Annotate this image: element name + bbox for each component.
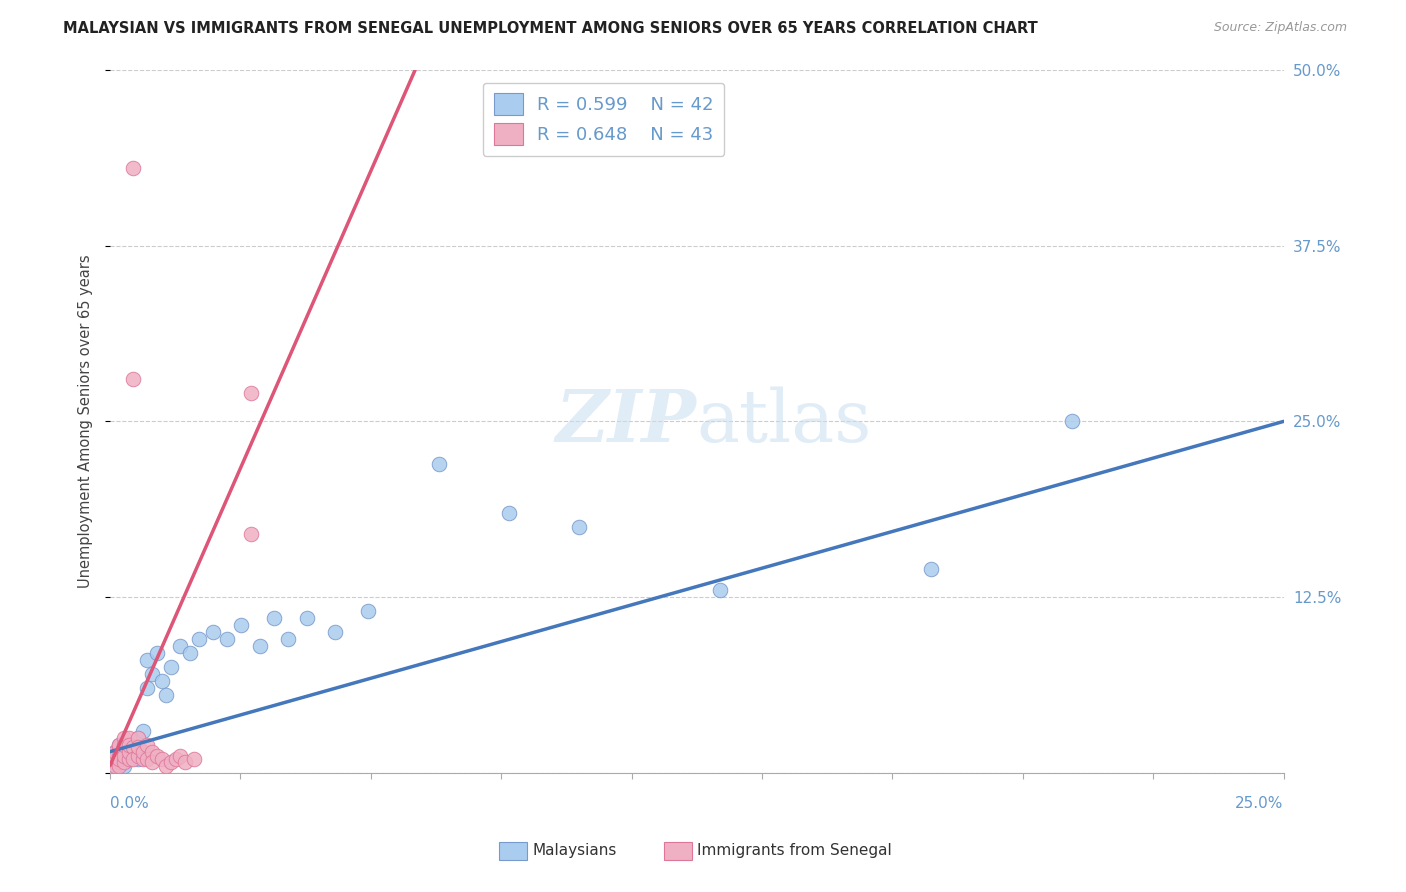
Point [169, 748, 191, 763]
Point [249, 640, 271, 654]
Point [122, 161, 145, 176]
Point [136, 738, 159, 752]
Point [118, 740, 141, 755]
Point [323, 625, 346, 640]
Point [921, 562, 943, 576]
Point [118, 752, 141, 766]
Point [155, 758, 177, 772]
Point [132, 723, 155, 738]
Text: Source: ZipAtlas.com: Source: ZipAtlas.com [1213, 21, 1347, 34]
Text: MALAYSIAN VS IMMIGRANTS FROM SENEGAL UNEMPLOYMENT AMONG SENIORS OVER 65 YEARS CO: MALAYSIAN VS IMMIGRANTS FROM SENEGAL UNE… [63, 21, 1038, 36]
Point [104, 758, 127, 772]
Point [118, 745, 141, 759]
Point [277, 632, 299, 647]
Point [112, 758, 135, 772]
Point [108, 755, 131, 769]
Point [108, 752, 131, 766]
Point [112, 738, 135, 752]
Point [104, 758, 127, 772]
Point [122, 740, 145, 755]
Point [709, 582, 731, 597]
Point [174, 755, 197, 769]
Point [141, 667, 163, 681]
Point [112, 755, 135, 769]
Legend: R = 0.599    N = 42, R = 0.648    N = 43: R = 0.599 N = 42, R = 0.648 N = 43 [482, 83, 724, 155]
Point [122, 738, 145, 752]
Point [118, 738, 141, 752]
Point [108, 738, 131, 752]
Point [1062, 414, 1084, 428]
Point [118, 752, 141, 766]
Point [160, 755, 183, 769]
Point [132, 745, 155, 759]
Point [104, 745, 127, 759]
Point [141, 745, 163, 759]
Point [112, 731, 135, 745]
Point [122, 372, 145, 386]
Point [104, 752, 127, 766]
Point [127, 731, 149, 745]
Point [127, 752, 149, 766]
Point [112, 748, 135, 763]
Point [165, 752, 187, 766]
Point [136, 681, 159, 696]
Point [568, 520, 591, 534]
Point [112, 755, 135, 769]
Text: 25.0%: 25.0% [1236, 796, 1284, 811]
Point [498, 506, 520, 520]
Text: Immigrants from Senegal: Immigrants from Senegal [697, 844, 893, 858]
Point [104, 745, 127, 759]
Point [122, 752, 145, 766]
Point [132, 752, 155, 766]
Point [427, 457, 450, 471]
Point [231, 618, 253, 632]
Point [179, 646, 201, 660]
Text: 0.0%: 0.0% [110, 796, 149, 811]
Point [104, 752, 127, 766]
Point [108, 740, 131, 755]
Y-axis label: Unemployment Among Seniors over 65 years: Unemployment Among Seniors over 65 years [79, 254, 93, 588]
Point [146, 646, 169, 660]
Point [127, 740, 149, 755]
Point [150, 752, 173, 766]
Point [108, 755, 131, 769]
Point [122, 748, 145, 763]
Point [202, 625, 225, 640]
Point [217, 632, 239, 647]
Point [239, 526, 262, 541]
Point [141, 755, 163, 769]
Point [146, 748, 169, 763]
Point [108, 758, 131, 772]
Point [108, 748, 131, 763]
Point [132, 745, 155, 759]
Point [263, 611, 285, 625]
Point [188, 632, 211, 647]
Point [127, 748, 149, 763]
Point [108, 748, 131, 763]
Point [169, 640, 191, 654]
Text: atlas: atlas [697, 386, 872, 457]
Point [136, 653, 159, 667]
Point [104, 748, 127, 763]
Point [104, 755, 127, 769]
Point [112, 745, 135, 759]
Point [108, 738, 131, 752]
Point [295, 611, 318, 625]
Point [118, 731, 141, 745]
Point [112, 745, 135, 759]
Point [357, 604, 380, 618]
Point [127, 731, 149, 745]
Text: ZIP: ZIP [555, 386, 697, 457]
Point [239, 386, 262, 401]
Point [155, 689, 177, 703]
Point [150, 674, 173, 689]
Point [183, 752, 205, 766]
Text: Malaysians: Malaysians [533, 844, 617, 858]
Point [136, 752, 159, 766]
Point [160, 660, 183, 674]
